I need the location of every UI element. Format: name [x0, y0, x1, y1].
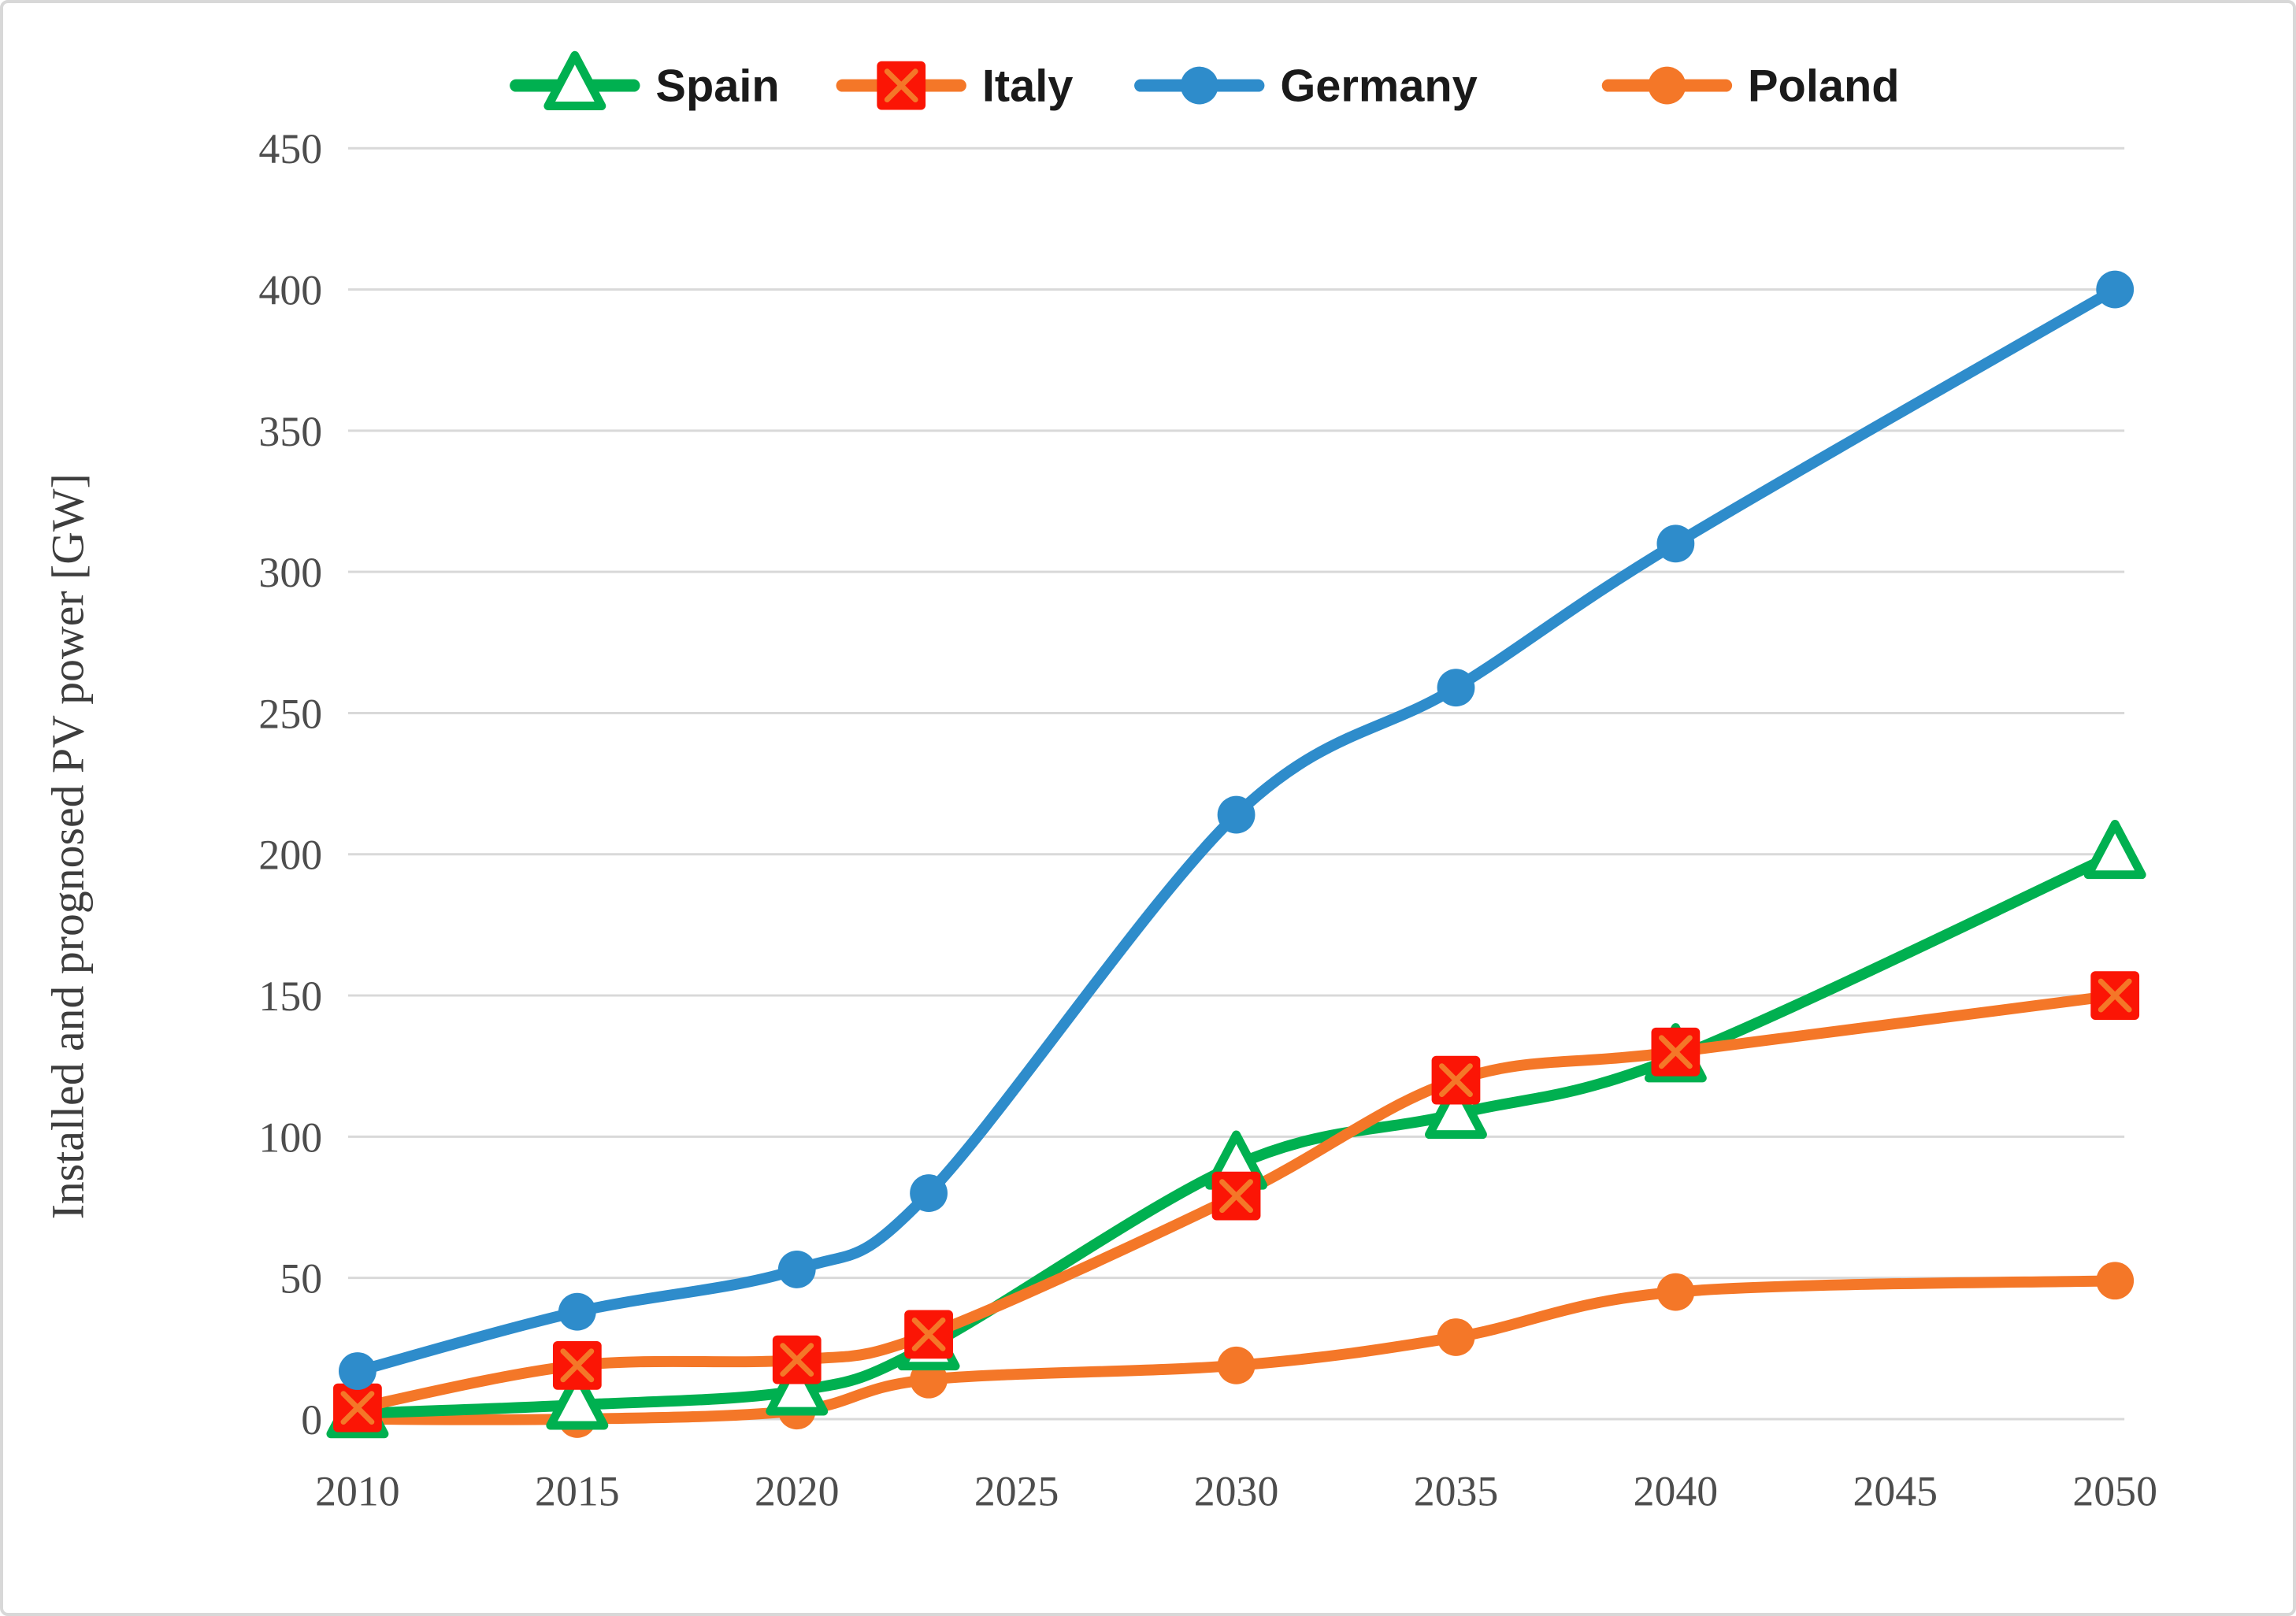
legend-label-poland: Poland: [1748, 61, 1900, 112]
legend-label-italy: Italy: [982, 61, 1074, 112]
poland-marker: [1437, 1318, 1475, 1356]
spain-marker: [2083, 820, 2146, 880]
x-tick-label-2025: 2025: [974, 1468, 1059, 1515]
italy-marker-cross: [780, 1343, 814, 1377]
axis-labels-layer: 0 50 100 150 200 250 300 350 400 450 2010 2015 2020 2…: [258, 125, 2157, 1514]
x-tick-label-2050: 2050: [2072, 1468, 2157, 1515]
y-tick-label-100: 100: [258, 1114, 322, 1161]
y-tick-label-0: 0: [301, 1396, 322, 1444]
italy-marker: [772, 1335, 822, 1384]
legend-italy-marker: [877, 61, 926, 110]
series-layer: [326, 270, 2146, 1439]
italy-markers: [333, 971, 2140, 1433]
legend-item-poland: Poland: [1601, 61, 1900, 112]
y-axis-title: Installed and prognosed PV power [GW]: [43, 473, 93, 1219]
gridlines-layer: [347, 146, 2125, 1421]
x-tick-label-2040: 2040: [1634, 1468, 1719, 1515]
italy-marker-cross: [1439, 1063, 1473, 1098]
italy-marker: [1431, 1055, 1481, 1105]
spain-marker: [766, 1356, 829, 1416]
x-tick-label-2035: 2035: [1414, 1468, 1499, 1515]
x-tick-label-2030: 2030: [1194, 1468, 1279, 1515]
legend-label-germany: Germany: [1280, 61, 1477, 112]
italy-marker-cross: [1219, 1179, 1253, 1214]
y-tick-label-200: 200: [258, 832, 322, 879]
italy-marker-cross: [2098, 978, 2132, 1013]
legend: Spain Italy Germany Poland: [510, 50, 1900, 112]
poland-marker: [1656, 1273, 1695, 1311]
italy-marker: [333, 1383, 382, 1433]
italy-marker: [552, 1340, 602, 1390]
spain-marker: [546, 1370, 609, 1430]
y-tick-label-300: 300: [258, 549, 322, 596]
italy-marker-cross: [1658, 1035, 1693, 1069]
germany-markers: [339, 270, 2135, 1390]
italy-marker: [1651, 1027, 1701, 1077]
germany-marker: [1217, 795, 1256, 834]
germany-marker: [777, 1251, 816, 1288]
y-tick-label-400: 400: [258, 267, 322, 314]
germany-marker: [558, 1292, 596, 1331]
x-tick-label-2020: 2020: [755, 1468, 840, 1515]
spain-markers: [326, 820, 2146, 1439]
italy-marker-cross: [340, 1391, 375, 1425]
legend-spain-marker: [543, 50, 606, 111]
x-tick-label-2010: 2010: [315, 1468, 400, 1515]
y-tick-label-50: 50: [280, 1255, 322, 1303]
italy-marker: [1211, 1171, 1261, 1221]
italy-marker: [2090, 971, 2140, 1020]
poland-line: [351, 1275, 2121, 1425]
legend-item-germany: Germany: [1134, 61, 1478, 112]
italy-marker-cross: [911, 1317, 946, 1351]
spain-marker: [1425, 1079, 1487, 1140]
italy-marker: [904, 1310, 953, 1359]
germany-marker: [1437, 669, 1475, 707]
y-tick-label-150: 150: [258, 973, 322, 1020]
legend-poland-marker: [1648, 66, 1686, 105]
legend-italy-marker-cross: [884, 69, 918, 103]
legend-label-spain: Spain: [655, 61, 779, 112]
germany-marker: [339, 1352, 376, 1390]
legend-item-italy: Italy: [836, 61, 1074, 112]
poland-marker: [2096, 1262, 2135, 1300]
germany-marker: [1656, 524, 1695, 563]
chart-canvas: 0 50 100 150 200 250 300 350 400 450 2010 2015 2020 2…: [43, 50, 2157, 1515]
italy-marker-cross: [560, 1348, 595, 1383]
y-tick-label-450: 450: [258, 125, 322, 172]
x-tick-label-2015: 2015: [535, 1468, 620, 1515]
legend-germany-marker: [1180, 66, 1218, 105]
germany-marker: [2096, 270, 2135, 309]
germany-line: [351, 284, 2121, 1377]
y-tick-label-350: 350: [258, 408, 322, 455]
x-tick-label-2045: 2045: [1853, 1468, 1938, 1515]
poland-marker: [1217, 1346, 1256, 1384]
legend-item-spain: Spain: [510, 50, 780, 112]
germany-marker: [910, 1174, 948, 1212]
y-tick-label-250: 250: [258, 690, 322, 737]
